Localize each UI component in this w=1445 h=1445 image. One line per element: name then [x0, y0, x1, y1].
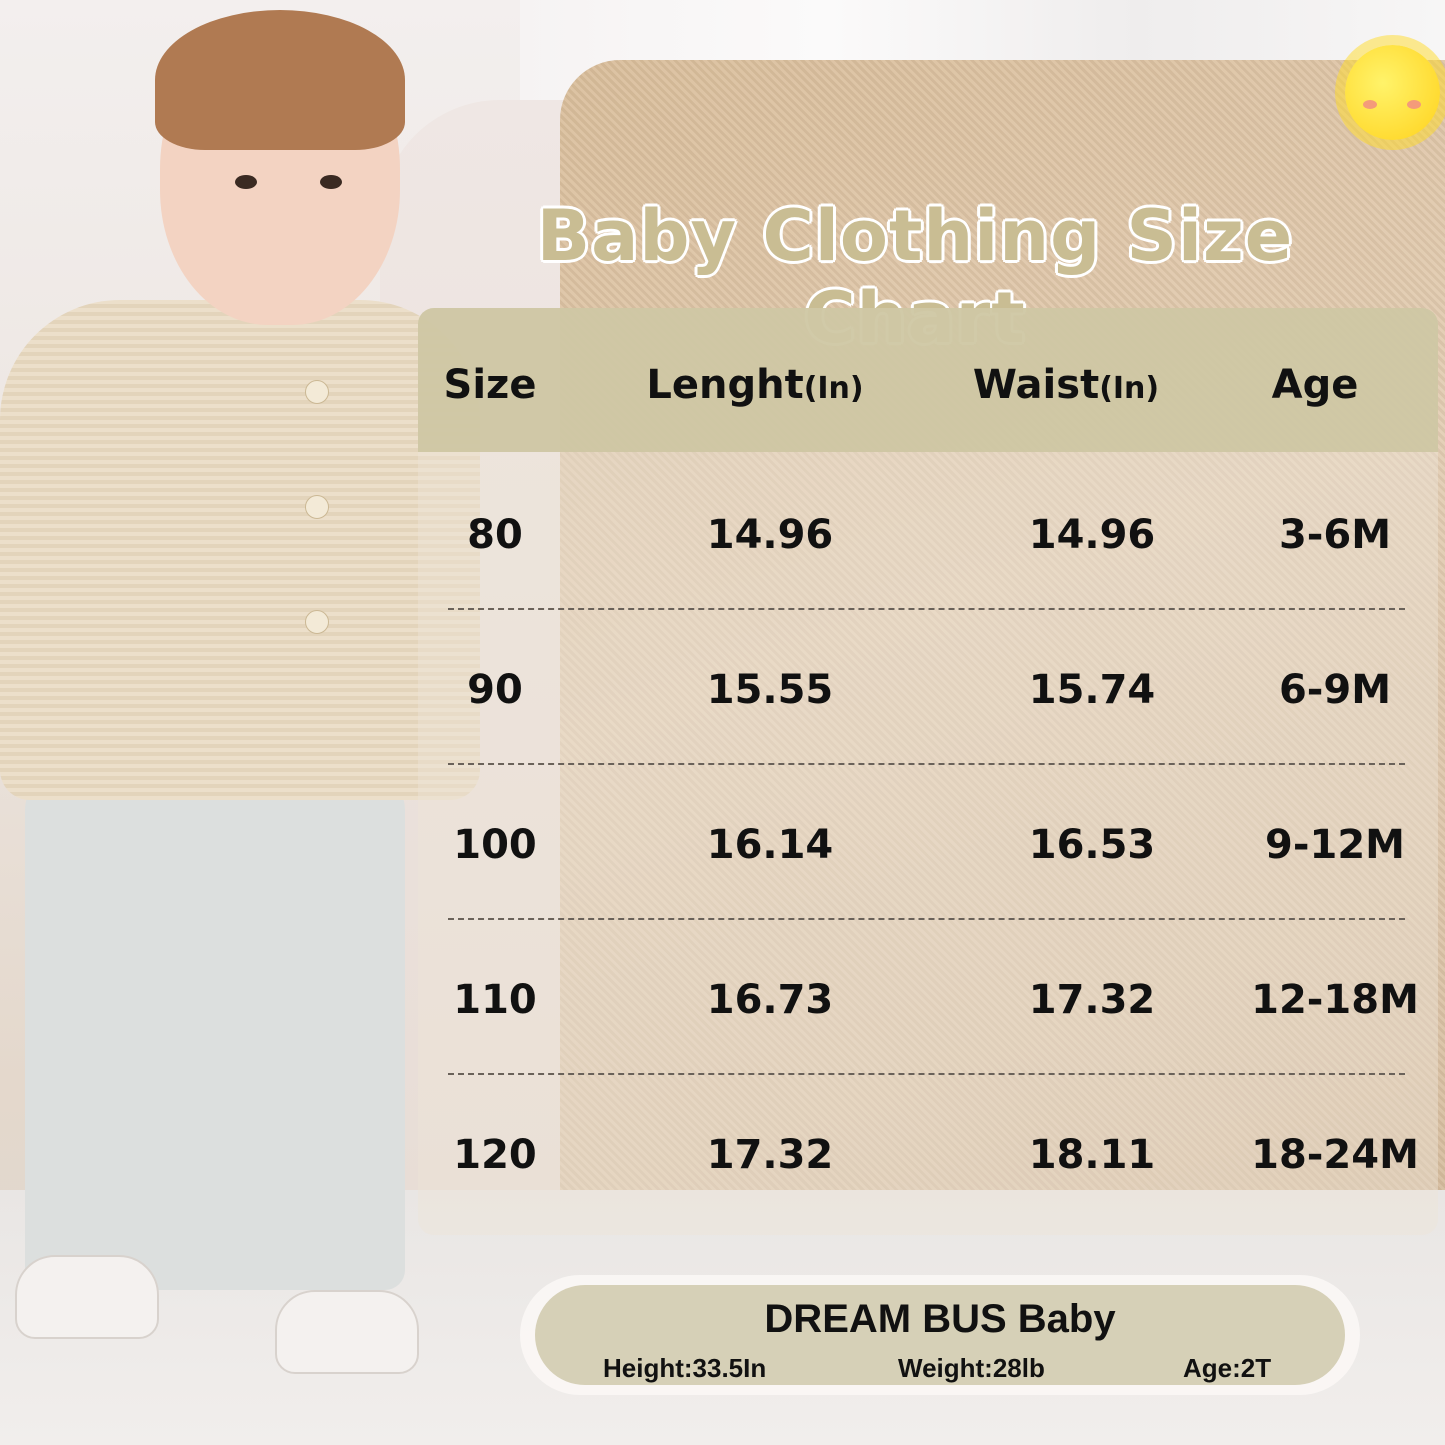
size-chart-table: Size Lenght(In) Waist(In) Age 80 14.96 14.… — [418, 308, 1438, 1235]
sun-icon — [1345, 45, 1440, 140]
cell-waist: 17.32 — [1028, 977, 1156, 1023]
cell-size: 90 — [467, 667, 523, 713]
header-age: Age — [1271, 362, 1359, 408]
cardigan-button — [305, 380, 329, 404]
sun-cheek — [1363, 100, 1377, 109]
model-height: Height:33.5In — [603, 1353, 767, 1383]
child-eye — [320, 175, 342, 189]
header-waist: Waist(In) — [972, 362, 1160, 408]
model-info-band: DREAM BUS Baby Height:33.5In Weight:28lb… — [535, 1285, 1345, 1385]
cell-waist: 16.53 — [1028, 822, 1156, 868]
cell-length: 17.32 — [706, 1132, 834, 1178]
cell-waist: 18.11 — [1028, 1132, 1156, 1178]
row-divider — [448, 763, 1405, 765]
cell-size: 100 — [453, 822, 537, 868]
cardigan-button — [305, 495, 329, 519]
cell-length: 14.96 — [706, 512, 834, 558]
cell-size: 120 — [453, 1132, 537, 1178]
table-header-row: Size Lenght(In) Waist(In) Age — [418, 308, 1438, 452]
row-divider — [448, 918, 1405, 920]
cell-length: 16.73 — [706, 977, 834, 1023]
cell-size: 110 — [453, 977, 537, 1023]
cell-waist: 14.96 — [1028, 512, 1156, 558]
child-pants — [25, 770, 405, 1290]
cell-age: 18-24M — [1251, 1132, 1419, 1178]
child-shoe-right — [275, 1290, 419, 1374]
child-eye — [235, 175, 257, 189]
row-divider — [448, 1073, 1405, 1075]
model-weight: Weight:28lb — [898, 1353, 1045, 1383]
cell-age: 9-12M — [1265, 822, 1405, 868]
model-info-card: DREAM BUS Baby Height:33.5In Weight:28lb… — [520, 1275, 1360, 1395]
sun-cheek — [1407, 100, 1421, 109]
row-divider — [448, 608, 1405, 610]
cell-age: 3-6M — [1278, 512, 1392, 558]
cell-size: 80 — [467, 512, 523, 558]
cell-waist: 15.74 — [1028, 667, 1156, 713]
header-length: Lenght(In) — [646, 362, 864, 408]
brand-name: DREAM BUS Baby — [764, 1297, 1116, 1341]
model-age: Age:2T — [1183, 1353, 1272, 1383]
cardigan-button — [305, 610, 329, 634]
cell-age: 12-18M — [1251, 977, 1419, 1023]
child-cardigan — [0, 300, 480, 800]
cell-age: 6-9M — [1278, 667, 1392, 713]
child-shoe-left — [15, 1255, 159, 1339]
cell-length: 15.55 — [706, 667, 834, 713]
child-hair — [155, 10, 405, 150]
cell-length: 16.14 — [706, 822, 834, 868]
header-size: Size — [443, 362, 537, 408]
